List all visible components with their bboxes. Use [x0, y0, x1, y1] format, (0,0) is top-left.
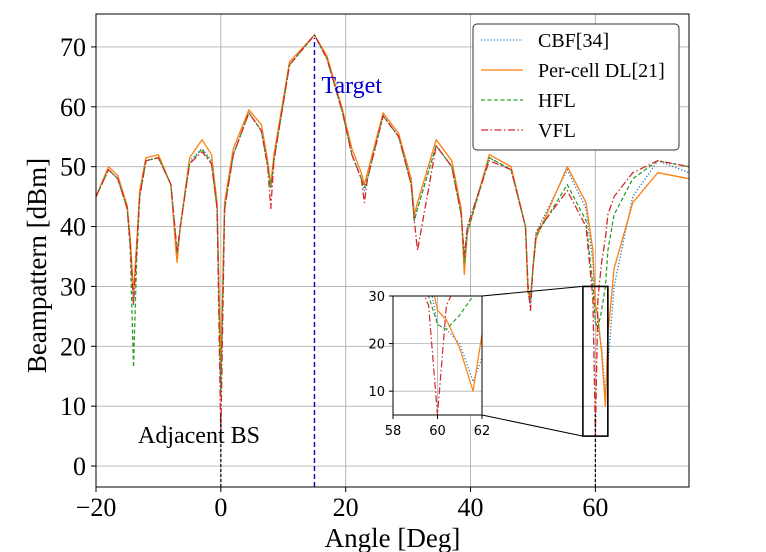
y-tick-label: 30: [60, 272, 86, 301]
inset-y-tick-label: 30: [368, 290, 385, 305]
inset-x-tick-label: 60: [429, 424, 446, 439]
x-tick-label: 0: [214, 493, 227, 522]
y-tick-label: 20: [60, 332, 86, 361]
legend: CBF[34] Per-cell DL[21] HFL VFL: [472, 23, 680, 151]
x-tick-label: 40: [458, 493, 484, 522]
main-ticks: −20 0 20 40 60 0 10 20 30 40 50 60 70: [60, 33, 608, 522]
main-series: [96, 34, 689, 437]
y-axis-label: Beampattern [dBm]: [22, 158, 52, 373]
inset-y-tick-label: 10: [368, 385, 385, 400]
legend-label-3: VFL: [538, 120, 576, 142]
x-tick-label: 20: [333, 493, 359, 522]
target-label: Target: [321, 73, 382, 99]
plot-frame: [95, 13, 690, 488]
y-tick-label: 40: [60, 213, 86, 242]
y-tick-label: 10: [60, 392, 86, 421]
y-tick-label: 70: [60, 33, 86, 62]
inset-ticks: 58 60 62 10 20 30: [368, 290, 490, 439]
y-tick-label: 60: [60, 93, 86, 122]
inset-x-tick-label: 62: [474, 424, 491, 439]
x-tick-label: −20: [76, 493, 117, 522]
legend-label-2: HFL: [538, 90, 576, 112]
inset-x-tick-label: 58: [385, 424, 402, 439]
inset-source-box: [582, 285, 609, 437]
y-tick-label: 50: [60, 153, 86, 182]
zoom-connector-top: [481, 285, 583, 297]
adjacent-bs-label: Adjacent BS: [138, 423, 260, 449]
x-axis-label: Angle [Deg]: [325, 523, 461, 552]
zoom-connector-bottom: [481, 414, 583, 437]
series-line-3: [96, 34, 689, 437]
inset-y-tick-label: 20: [368, 338, 385, 353]
zoom-inset: 58 60 62 10 20 30: [368, 290, 490, 439]
legend-label-0: CBF[34]: [538, 30, 609, 52]
legend-label-1: Per-cell DL[21]: [538, 60, 665, 82]
x-tick-label: 60: [582, 493, 608, 522]
y-tick-label: 0: [73, 452, 86, 481]
adjacent-bs-lines: [220, 412, 596, 487]
legend-box: [472, 23, 680, 151]
